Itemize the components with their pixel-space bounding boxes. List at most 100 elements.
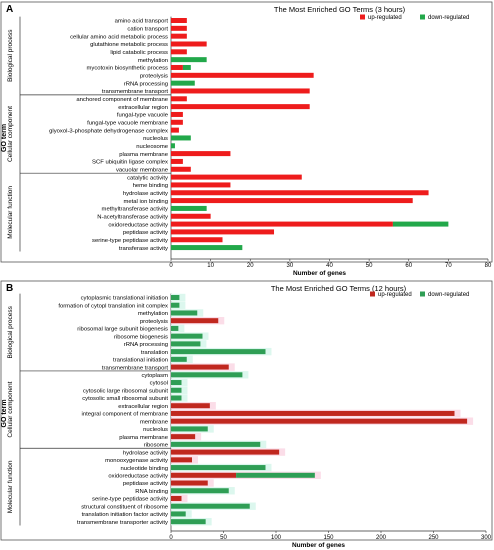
category-label: formation of cytopl translation init com…: [58, 303, 168, 309]
bar-up-regulated: [171, 111, 183, 117]
category-label: structural constituent of ribosome: [81, 504, 168, 510]
category-label: extracellular region: [118, 105, 168, 111]
category-label: membrane: [140, 419, 169, 425]
group-label: Molecular function: [7, 460, 14, 513]
group-label: Biological process: [7, 29, 14, 82]
bar-up-regulated: [171, 25, 187, 31]
category-label: cytoplasmic translational initiation: [81, 296, 168, 302]
category-label: monooxygenase activity: [105, 458, 168, 464]
bar-up-regulated: [171, 364, 229, 370]
chart-title: The Most Enriched GO Terms (3 hours): [274, 5, 406, 14]
bar-up-regulated: [171, 237, 223, 243]
x-tick-label: 20: [247, 263, 254, 269]
x-tick-label: 250: [428, 535, 439, 541]
bar-up-regulated: [171, 18, 187, 23]
category-label: transmembrane transport: [102, 89, 168, 95]
legend-label-down: down-regulated: [428, 15, 469, 21]
category-label: nucleotide binding: [121, 466, 169, 472]
bar-down-regulated: [171, 465, 266, 471]
group-label: Cellular component: [7, 381, 14, 437]
category-label: proteolysis: [140, 319, 168, 325]
bar-up-regulated: [171, 119, 183, 125]
bar-up-regulated: [171, 182, 231, 188]
bar-down-regulated: [171, 325, 179, 331]
bar-down-regulated: [171, 245, 243, 251]
bar-up-regulated: [171, 190, 429, 196]
group-label: Molecular function: [7, 186, 14, 239]
y-axis-title: GO term: [1, 399, 8, 427]
category-label: integral component of membrane: [82, 412, 169, 418]
category-label: cytosol: [150, 381, 168, 387]
x-tick-label: 40: [326, 263, 333, 269]
x-tick-label: 10: [207, 263, 214, 269]
bar-down-regulated: [171, 333, 203, 339]
category-label: plasma membrane: [119, 152, 169, 158]
category-label: RNA binding: [135, 489, 168, 495]
category-label: nucleolus: [143, 136, 168, 142]
category-label: extracellular region: [118, 404, 168, 410]
bar-down-regulated: [236, 472, 315, 478]
bar-up-regulated: [171, 480, 208, 486]
bar-up-regulated: [171, 229, 275, 235]
category-label: transmembrane transport: [102, 365, 168, 371]
x-axis-title: Number of genes: [293, 270, 346, 277]
category-label: cytosolic large ribosomal subunit: [83, 388, 168, 394]
category-label: rRNA processing: [124, 342, 168, 348]
category-label: translation: [141, 350, 168, 356]
group-label: Cellular component: [7, 106, 14, 162]
x-tick-label: 50: [366, 263, 373, 269]
category-label: serine-type peptidase activity: [92, 497, 168, 503]
category-label: cellular amino acid metabolic process: [70, 34, 168, 40]
bar-up-regulated: [171, 472, 237, 478]
category-label: methylation: [138, 311, 168, 317]
category-label: cation transport: [127, 27, 168, 33]
category-label: translational initiation: [113, 358, 168, 364]
category-label: ribosome: [144, 443, 169, 449]
bar-down-regulated: [171, 310, 198, 316]
category-label: peptidase activity: [123, 230, 168, 236]
category-label: hydrolase activity: [123, 450, 168, 456]
legend-label-up: up-regulated: [368, 15, 402, 21]
bar-down-regulated: [392, 221, 449, 227]
bar-up-regulated: [171, 72, 314, 78]
bar-down-regulated: [171, 135, 191, 141]
category-label: nucleolus: [143, 427, 168, 433]
bar-up-regulated: [171, 457, 192, 463]
bar-down-regulated: [171, 426, 208, 432]
category-label: ribosomal large subunit biogenesis: [77, 327, 168, 333]
bar-up-regulated: [171, 174, 302, 180]
bar-up-regulated: [171, 434, 196, 440]
category-label: hydrolase activity: [123, 191, 168, 197]
category-label: proteolysis: [140, 74, 168, 80]
panel-frame: [0, 280, 493, 541]
category-label: amino acid transport: [115, 19, 169, 25]
bar-up-regulated: [171, 151, 231, 157]
bar-up-regulated: [171, 403, 210, 409]
bar-up-regulated: [171, 158, 183, 164]
legend-swatch-down: [420, 291, 425, 297]
category-label: transferase activity: [119, 246, 168, 252]
bar-down-regulated: [171, 511, 186, 517]
x-tick-label: 0: [169, 535, 173, 541]
x-tick-label: 300: [481, 535, 492, 541]
x-tick-label: 200: [376, 535, 387, 541]
bar-down-regulated: [171, 302, 180, 308]
category-label: metal ion binding: [123, 199, 168, 205]
bar-down-regulated: [171, 488, 229, 494]
bar-down-regulated: [171, 57, 207, 63]
x-axis-title: Number of genes: [292, 542, 345, 549]
legend-swatch-up: [370, 291, 375, 297]
category-label: vacuolar membrane: [116, 167, 169, 173]
bar-down-regulated: [171, 295, 180, 300]
bar-up-regulated: [171, 198, 413, 204]
category-label: cytosolic small ribosomal subunit: [82, 396, 168, 402]
bar-up-regulated: [171, 33, 187, 39]
category-label: lipid catabolic process: [110, 50, 168, 56]
bar-down-regulated: [171, 80, 195, 86]
bar-up-regulated: [171, 221, 393, 227]
bar-down-regulated: [171, 503, 250, 509]
category-label: methyltransferase activity: [102, 207, 169, 213]
bar-up-regulated: [171, 318, 219, 324]
bar-down-regulated: [182, 64, 191, 70]
